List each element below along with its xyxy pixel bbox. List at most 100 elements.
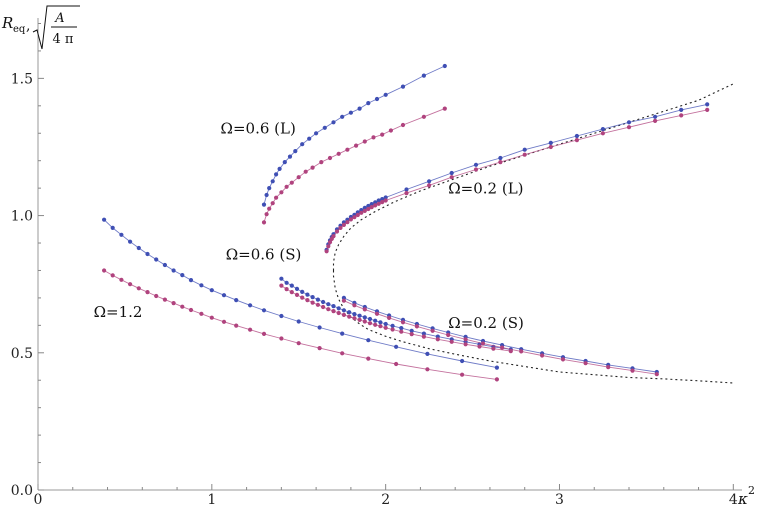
data-point	[296, 341, 301, 346]
data-point	[188, 307, 194, 313]
x-tick-label: 0	[34, 492, 43, 508]
data-point	[162, 262, 167, 268]
data-point	[331, 120, 336, 125]
data-point	[606, 365, 611, 370]
sqrt-sign	[32, 5, 80, 50]
series-10	[102, 268, 499, 382]
data-point	[128, 239, 133, 244]
data-point	[442, 106, 447, 111]
data-point	[310, 295, 315, 300]
curve-annotation: Ω=0.2 (L)	[448, 180, 523, 198]
data-point	[294, 286, 300, 291]
data-point	[336, 306, 341, 311]
data-point	[171, 268, 176, 273]
data-point	[300, 142, 305, 147]
data-point	[679, 113, 684, 118]
data-point	[387, 315, 392, 320]
data-point	[430, 328, 435, 333]
data-point	[348, 110, 353, 115]
y-axis-label-eq: eq	[13, 24, 26, 35]
y-tick-label: 1.0	[11, 209, 33, 225]
series-1	[261, 63, 447, 207]
x-tick-label: 3	[555, 492, 564, 508]
data-point	[494, 377, 499, 382]
data-point	[362, 315, 367, 320]
data-point	[374, 96, 380, 102]
series-8	[341, 298, 659, 377]
data-point	[234, 298, 239, 303]
data-point	[331, 309, 336, 314]
data-point	[345, 220, 350, 225]
data-point	[221, 293, 227, 298]
data-point	[234, 323, 239, 328]
data-point	[300, 295, 305, 300]
data-point	[352, 215, 357, 220]
data-point	[317, 346, 322, 351]
data-point	[362, 205, 367, 210]
data-point	[380, 200, 385, 205]
curve-annotation: Ω=0.6 (S)	[226, 245, 302, 263]
data-point	[357, 317, 362, 322]
data-point	[653, 114, 658, 119]
data-point	[378, 320, 383, 325]
data-point	[498, 155, 503, 161]
data-point	[508, 349, 513, 354]
data-point	[449, 175, 454, 180]
data-point	[188, 278, 194, 283]
data-point	[354, 143, 359, 148]
x-tick-label: 2	[381, 492, 390, 508]
data-point	[366, 101, 371, 106]
curve-annotation: Ω=0.2 (S)	[448, 314, 524, 332]
data-point	[378, 324, 383, 329]
dashed-curves	[332, 83, 734, 384]
data-point	[394, 344, 399, 349]
data-point	[171, 301, 176, 306]
data-point	[279, 190, 284, 195]
data-point	[376, 201, 381, 206]
data-point	[209, 315, 214, 320]
y-axis-label-comma: ,	[26, 18, 30, 34]
y-axis-label-numerator: A	[54, 11, 64, 26]
data-point	[296, 175, 301, 180]
data-point	[264, 192, 269, 198]
data-point	[338, 225, 343, 230]
data-point	[390, 327, 395, 332]
data-point	[449, 170, 454, 176]
data-point	[519, 349, 524, 354]
dashed-curve-lower	[332, 270, 734, 384]
data-point	[404, 187, 409, 192]
y-axis-label: R eq , A 4 π	[1, 5, 80, 50]
data-point	[383, 325, 388, 330]
data-point	[388, 128, 393, 133]
data-point	[261, 331, 267, 336]
data-point	[427, 179, 432, 184]
data-point	[600, 131, 606, 136]
x-tick-label: 4	[729, 492, 738, 508]
data-point	[362, 307, 367, 312]
data-point	[248, 303, 253, 308]
data-point	[294, 292, 300, 297]
data-point	[340, 351, 345, 356]
data-point	[400, 320, 406, 325]
data-point	[357, 106, 362, 111]
data-point	[414, 324, 419, 329]
data-point	[473, 167, 479, 172]
data-point	[371, 135, 376, 140]
data-point	[373, 318, 378, 323]
data-point	[324, 249, 329, 254]
data-point	[626, 120, 632, 125]
data-point	[341, 312, 346, 317]
data-point	[199, 283, 204, 288]
data-point	[390, 323, 395, 328]
data-point	[209, 288, 214, 293]
data-point	[367, 321, 373, 326]
data-point	[435, 337, 440, 342]
axes: 0 1 2 3 4 0.0 0.5 1.0 1.5	[11, 18, 742, 508]
data-point	[261, 220, 267, 225]
data-point	[679, 107, 684, 112]
series-5	[279, 276, 513, 352]
data-point	[374, 311, 380, 316]
x-tick-label: 1	[207, 492, 216, 508]
data-point	[296, 319, 301, 324]
data-point	[404, 191, 409, 196]
